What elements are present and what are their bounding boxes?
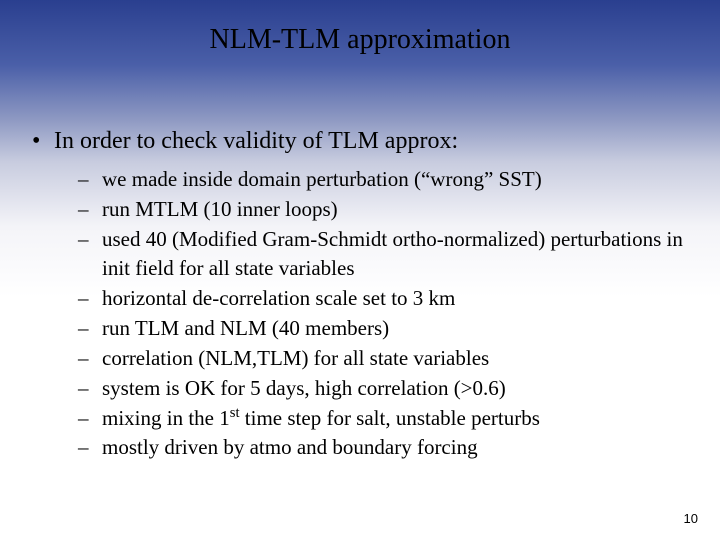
dash-icon: – (78, 344, 102, 374)
sub-bullet: – correlation (NLM,TLM) for all state va… (78, 344, 688, 374)
slide-title: NLM-TLM approximation (0, 24, 720, 56)
main-bullet: • In order to check validity of TLM appr… (32, 128, 688, 155)
bullet-dot-icon: • (32, 128, 54, 154)
slide: NLM-TLM approximation • In order to chec… (0, 0, 720, 540)
dash-icon: – (78, 314, 102, 344)
sub-bullet: – system is OK for 5 days, high correlat… (78, 374, 688, 404)
sub-bullet: – we made inside domain perturbation (“w… (78, 165, 688, 195)
sub-bullet: – mixing in the 1st time step for salt, … (78, 404, 688, 434)
slide-content: • In order to check validity of TLM appr… (32, 128, 688, 463)
main-bullet-text: In order to check validity of TLM approx… (54, 128, 458, 155)
sub-bullet-text: run TLM and NLM (40 members) (102, 314, 688, 344)
dash-icon: – (78, 374, 102, 404)
dash-icon: – (78, 225, 102, 255)
sub-bullet: – run MTLM (10 inner loops) (78, 195, 688, 225)
page-number: 10 (684, 511, 698, 526)
sub-bullet-text: mostly driven by atmo and boundary forci… (102, 433, 688, 463)
sub-bullet-text: we made inside domain perturbation (“wro… (102, 165, 688, 195)
sub-bullet: – run TLM and NLM (40 members) (78, 314, 688, 344)
dash-icon: – (78, 284, 102, 314)
sub-bullet-text: horizontal de-correlation scale set to 3… (102, 284, 688, 314)
sub-bullet: – horizontal de-correlation scale set to… (78, 284, 688, 314)
dash-icon: – (78, 165, 102, 195)
sub-bullet-text: system is OK for 5 days, high correlatio… (102, 374, 688, 404)
sub-bullet: – mostly driven by atmo and boundary for… (78, 433, 688, 463)
sub-bullet-list: – we made inside domain perturbation (“w… (78, 165, 688, 463)
sub-bullet-text: correlation (NLM,TLM) for all state vari… (102, 344, 688, 374)
dash-icon: – (78, 404, 102, 434)
sub-bullet-text: used 40 (Modified Gram-Schmidt ortho-nor… (102, 225, 688, 285)
sub-bullet-text: run MTLM (10 inner loops) (102, 195, 688, 225)
sub-bullet: – used 40 (Modified Gram-Schmidt ortho-n… (78, 225, 688, 285)
sub-bullet-text: mixing in the 1st time step for salt, un… (102, 404, 688, 434)
dash-icon: – (78, 195, 102, 225)
dash-icon: – (78, 433, 102, 463)
